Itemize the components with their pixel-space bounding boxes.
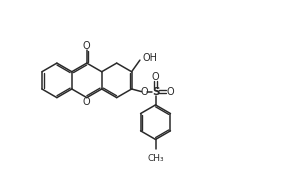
Text: O: O: [152, 72, 159, 82]
Text: O: O: [83, 41, 91, 51]
Text: O: O: [83, 97, 91, 107]
Text: CH₃: CH₃: [147, 154, 164, 163]
Text: O: O: [166, 87, 174, 97]
Text: S: S: [152, 87, 159, 97]
Text: OH: OH: [142, 53, 157, 64]
Text: O: O: [141, 87, 148, 97]
